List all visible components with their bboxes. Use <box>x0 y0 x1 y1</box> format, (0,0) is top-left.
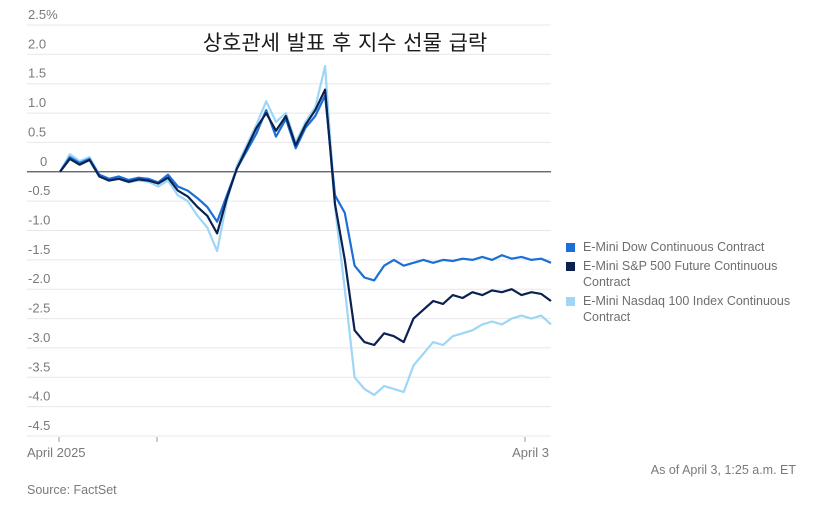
y-tick-label: -2.5 <box>28 301 50 316</box>
legend-label-dow: E-Mini Dow Continuous Contract <box>583 240 765 254</box>
y-tick-label: -1.5 <box>28 242 50 257</box>
series-line <box>59 64 552 396</box>
y-tick-label: -2.0 <box>28 271 50 286</box>
chart-title: 상호관세 발표 후 지수 선물 급락 <box>203 31 488 55</box>
legend-swatch-nasdaq <box>566 297 575 306</box>
y-tick-label: -3.5 <box>28 359 50 374</box>
legend-label-sp500: E-Mini S&P 500 Future Continuous Contrac… <box>583 259 778 289</box>
legend-item-sp500: E-Mini S&P 500 Future Continuous Contrac… <box>566 258 816 290</box>
y-tick-label: 0 <box>40 154 47 169</box>
y-tick-label: 2.5% <box>28 7 58 22</box>
y-tick-label: 2.0 <box>28 36 46 51</box>
y-tick-label: -0.5 <box>28 183 50 198</box>
legend: E-Mini Dow Continuous Contract E-Mini S&… <box>566 239 816 328</box>
series-lines <box>59 64 552 396</box>
y-tick-label: 0.5 <box>28 124 46 139</box>
legend-item-nasdaq: E-Mini Nasdaq 100 Index Continuous Contr… <box>566 293 816 325</box>
y-tick-label: -4.0 <box>28 389 50 404</box>
legend-item-dow: E-Mini Dow Continuous Contract <box>566 239 816 255</box>
y-tick-label: 1.0 <box>28 95 46 110</box>
x-axis: April 2025 April 3 <box>27 437 549 460</box>
gridlines <box>27 24 551 437</box>
series-line <box>59 88 552 347</box>
legend-label-nasdaq: E-Mini Nasdaq 100 Index Continuous Contr… <box>583 294 791 324</box>
source-note: Source: FactSet <box>27 483 117 497</box>
x-tick-label: April 2025 <box>27 445 86 460</box>
y-axis-tick-labels: 2.5% 2.0 1.5 1.0 0.5 0 -0.5 -1.0 -1.5 -2.0 -2.5 -3.… <box>28 7 58 433</box>
legend-swatch-sp500 <box>566 262 575 271</box>
series-line <box>59 94 552 282</box>
x-tick-label: April 3 <box>512 445 549 460</box>
y-tick-label: -4.5 <box>28 418 50 433</box>
y-tick-label: -3.0 <box>28 330 50 345</box>
legend-swatch-dow <box>566 243 575 252</box>
as-of-timestamp: As of April 3, 1:25 a.m. ET <box>650 463 796 477</box>
y-tick-label: -1.0 <box>28 213 50 228</box>
y-tick-label: 1.5 <box>28 66 46 81</box>
